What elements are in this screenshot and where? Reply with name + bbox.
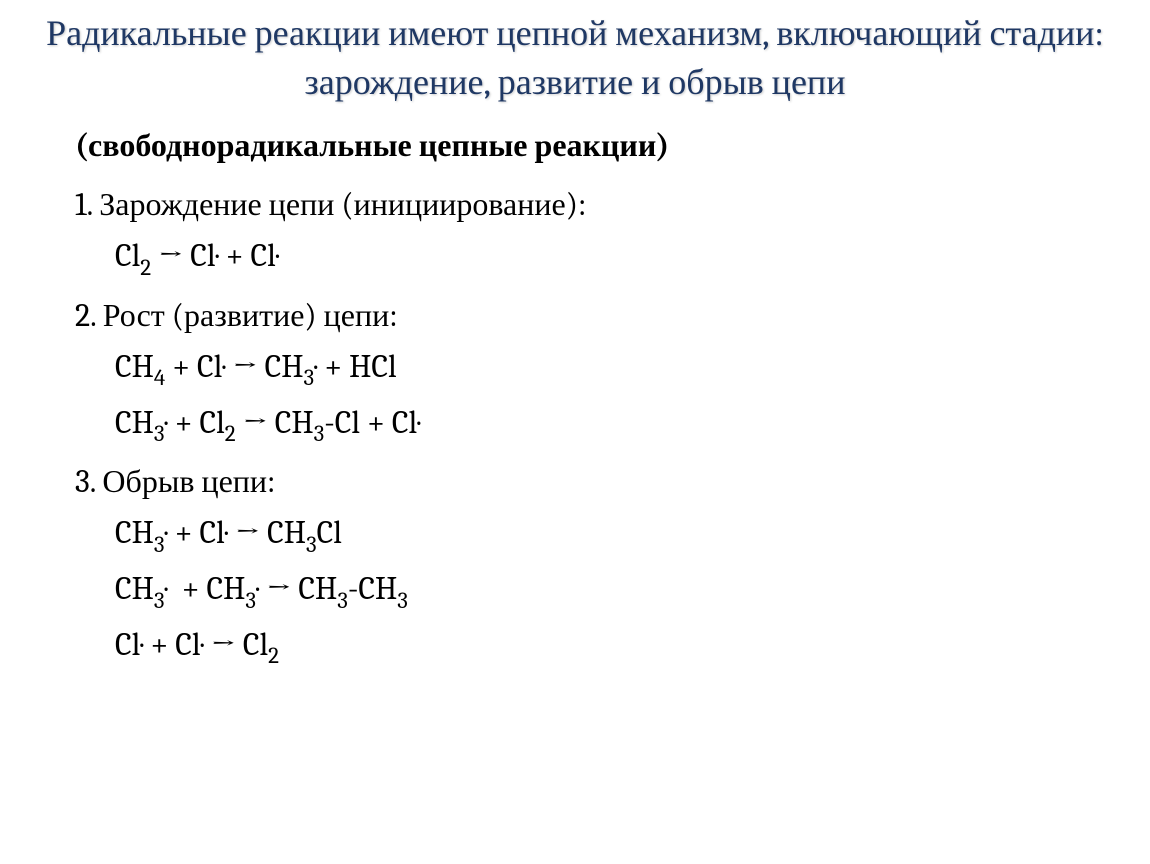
section-propagation: 2. Рост (развитие) цепи: CH4 + Cl → CH3 … bbox=[40, 297, 1110, 449]
section-heading: 2. Рост (развитие) цепи: bbox=[40, 297, 1110, 334]
equation: Cl + Cl → Cl2 bbox=[40, 622, 1110, 672]
section-initiation: 1. Зарождение цепи (инициирование): Cl2 … bbox=[40, 186, 1110, 283]
equation: CH3 + Cl → CH3Cl bbox=[40, 510, 1110, 560]
page-subtitle: (свободнорадикальные цепные реакции) bbox=[40, 127, 1110, 164]
section-heading: 3. Обрыв цепи: bbox=[40, 463, 1110, 500]
equation: Cl2 → Cl + Cl bbox=[40, 233, 1110, 283]
equation: CH4 + Cl → CH3 + HCl bbox=[40, 344, 1110, 394]
section-heading: 1. Зарождение цепи (инициирование): bbox=[40, 186, 1110, 223]
page-title: Радикальные реакции имеют цепной механиз… bbox=[40, 10, 1110, 107]
equation: CH3 + Cl2 → CH3-Cl + Cl bbox=[40, 400, 1110, 450]
equation: CH3 + CH3 → CH3-CH3 bbox=[40, 566, 1110, 616]
section-termination: 3. Обрыв цепи: CH3 + Cl → CH3Cl CH3 + CH… bbox=[40, 463, 1110, 671]
